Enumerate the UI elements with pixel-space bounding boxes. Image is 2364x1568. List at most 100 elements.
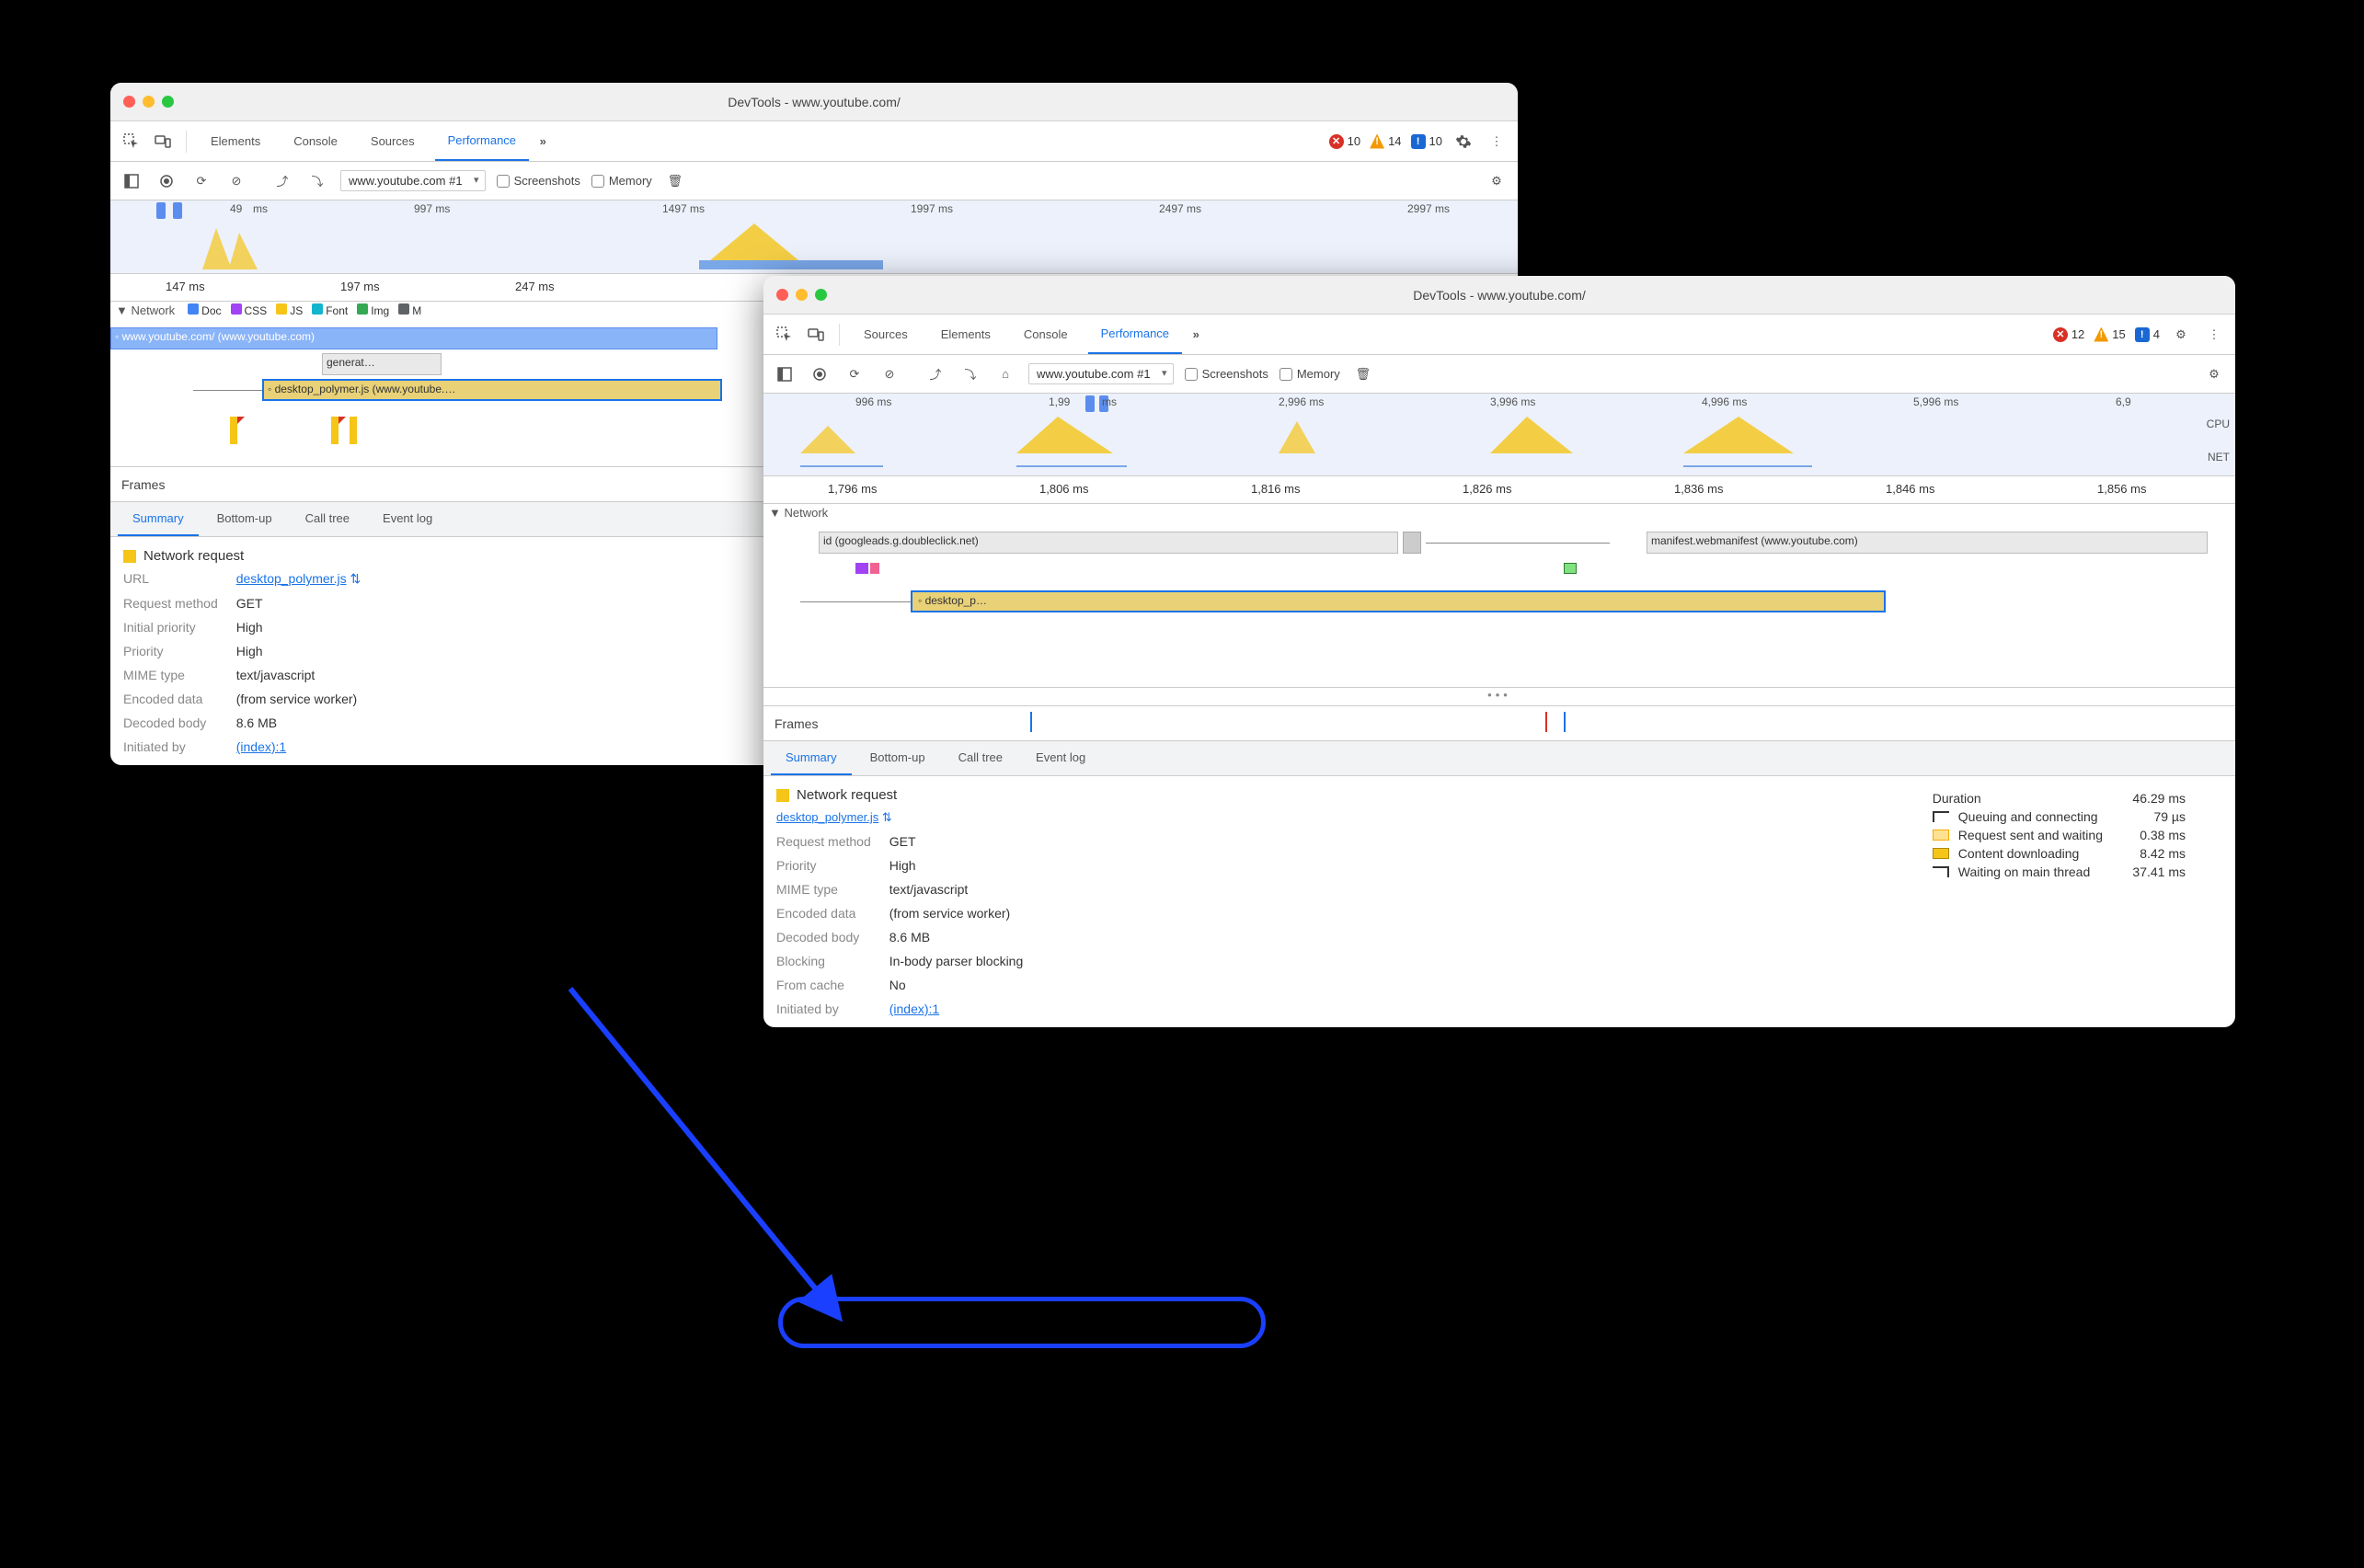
detail-title: Network request xyxy=(123,548,361,564)
request-bar-id[interactable]: id (googleads.g.doubleclick.net) xyxy=(819,532,1398,554)
dtab-summary[interactable]: Summary xyxy=(118,502,199,536)
range-handle-left[interactable] xyxy=(1085,395,1095,412)
trash-icon[interactable]: 🗑 xyxy=(1351,362,1375,386)
info-count[interactable]: !4 xyxy=(2135,327,2160,342)
inspect-icon[interactable] xyxy=(120,130,143,154)
window-title: DevTools - www.youtube.com/ xyxy=(110,95,1518,109)
request-bar-manifest[interactable]: manifest.webmanifest (www.youtube.com) xyxy=(1647,532,2208,554)
more-tabs-icon[interactable]: » xyxy=(1189,327,1199,341)
record-icon[interactable] xyxy=(808,362,832,386)
network-track[interactable]: ▼ Network id (googleads.g.doubleclick.ne… xyxy=(763,504,2235,688)
zoom-icon[interactable] xyxy=(815,289,827,301)
swap-icon[interactable]: ⇅ xyxy=(350,571,361,586)
kv-key: MIME type xyxy=(776,882,871,897)
url-link[interactable]: desktop_polymer.js xyxy=(236,571,347,586)
reload-icon[interactable]: ⟳ xyxy=(843,362,866,386)
kv-key: Blocking xyxy=(776,954,871,968)
frame-mark xyxy=(1545,712,1547,732)
url-link[interactable]: desktop_polymer.js xyxy=(776,810,878,824)
range-handle-left[interactable] xyxy=(156,202,166,219)
tick-label: 2997 ms xyxy=(1407,202,1450,215)
kebab-icon[interactable]: ⋮ xyxy=(2202,323,2226,347)
more-tabs-icon[interactable]: » xyxy=(536,134,546,148)
tab-elements[interactable]: Elements xyxy=(928,315,1004,354)
errors-count[interactable]: ✕10 xyxy=(1329,134,1360,149)
tab-console[interactable]: Console xyxy=(1011,315,1081,354)
warnings-count[interactable]: !15 xyxy=(2094,327,2125,342)
gear-icon[interactable]: ⚙ xyxy=(2169,323,2193,347)
frames-row[interactable]: Frames xyxy=(763,706,2235,741)
screenshots-checkbox[interactable]: Screenshots xyxy=(1185,367,1268,381)
clear-icon[interactable]: ⊘ xyxy=(878,362,901,386)
request-bar-polymer[interactable]: ◦ desktop_polymer.js (www.youtube.… xyxy=(262,379,722,401)
tab-sources[interactable]: Sources xyxy=(358,121,428,161)
gear-icon[interactable]: ⚙ xyxy=(2202,362,2226,386)
tab-sources[interactable]: Sources xyxy=(851,315,921,354)
download-icon[interactable]: ⤵ xyxy=(305,169,329,193)
collapsed-tracks[interactable]: ••• xyxy=(763,688,2235,706)
close-icon[interactable] xyxy=(123,96,135,108)
overview-timeline[interactable]: 49 ms 997 ms 1497 ms 1997 ms 2497 ms 299… xyxy=(110,200,1518,274)
errors-count[interactable]: ✕12 xyxy=(2053,327,2084,342)
close-icon[interactable] xyxy=(776,289,788,301)
gear-icon[interactable]: ⚙ xyxy=(1485,169,1509,193)
tab-elements[interactable]: Elements xyxy=(198,121,273,161)
memory-checkbox[interactable]: Memory xyxy=(1280,367,1340,381)
dtab-bottomup[interactable]: Bottom-up xyxy=(855,741,940,775)
network-header[interactable]: ▼ Network xyxy=(110,302,180,319)
device-icon[interactable] xyxy=(804,323,828,347)
upload-icon[interactable]: ⤴ xyxy=(270,169,294,193)
tab-performance[interactable]: Performance xyxy=(1088,315,1182,354)
toggle-dock-icon[interactable] xyxy=(120,169,143,193)
swap-icon[interactable]: ⇅ xyxy=(882,810,892,824)
kebab-icon[interactable]: ⋮ xyxy=(1485,130,1509,154)
request-bar-polymer[interactable]: ◦ desktop_p… xyxy=(911,590,1886,612)
time-ruler[interactable]: 1,796 ms 1,806 ms 1,816 ms 1,826 ms 1,83… xyxy=(763,476,2235,504)
detail-tabs: Summary Bottom-up Call tree Event log xyxy=(763,741,2235,776)
range-handle-right[interactable] xyxy=(173,202,182,219)
kv-value: text/javascript xyxy=(889,882,1024,897)
kv-value: High xyxy=(889,858,1024,873)
devtools-window-b: DevTools - www.youtube.com/ Sources Elem… xyxy=(763,276,2235,1027)
download-icon[interactable]: ⤵ xyxy=(958,362,982,386)
tab-performance[interactable]: Performance xyxy=(435,121,529,161)
dtab-eventlog[interactable]: Event log xyxy=(1021,741,1100,775)
toggle-dock-icon[interactable] xyxy=(773,362,797,386)
request-bar-main[interactable]: ◦ www.youtube.com/ (www.youtube.com) xyxy=(110,327,717,349)
overview-timeline[interactable]: 996 ms 1,99 ms 2,996 ms 3,996 ms 4,996 m… xyxy=(763,394,2235,476)
warnings-count[interactable]: !14 xyxy=(1370,134,1401,149)
recording-select[interactable]: www.youtube.com #1 xyxy=(340,170,486,191)
home-icon[interactable]: ⌂ xyxy=(993,362,1017,386)
timing-value: 8.42 ms xyxy=(2112,846,2186,861)
screenshots-checkbox[interactable]: Screenshots xyxy=(497,174,580,188)
dtab-summary[interactable]: Summary xyxy=(771,741,852,775)
initiator-link[interactable]: (index):1 xyxy=(889,1001,939,1016)
kv-key: From cache xyxy=(776,978,871,992)
network-header[interactable]: ▼ Network xyxy=(763,504,2235,521)
inspect-icon[interactable] xyxy=(773,323,797,347)
device-icon[interactable] xyxy=(151,130,175,154)
recording-select[interactable]: www.youtube.com #1 xyxy=(1028,363,1174,384)
clear-icon[interactable]: ⊘ xyxy=(224,169,248,193)
memory-checkbox[interactable]: Memory xyxy=(591,174,652,188)
info-count[interactable]: !10 xyxy=(1411,134,1442,149)
minimize-icon[interactable] xyxy=(143,96,155,108)
dtab-bottomup[interactable]: Bottom-up xyxy=(202,502,287,536)
whisker xyxy=(193,390,262,391)
zoom-icon[interactable] xyxy=(162,96,174,108)
timing-value: 79 µs xyxy=(2112,809,2186,824)
minimize-icon[interactable] xyxy=(796,289,808,301)
tab-console[interactable]: Console xyxy=(281,121,350,161)
request-bar-generat[interactable]: generat… xyxy=(322,353,442,375)
dtab-calltree[interactable]: Call tree xyxy=(944,741,1017,775)
initiator-link[interactable]: (index):1 xyxy=(236,739,286,754)
dtab-eventlog[interactable]: Event log xyxy=(368,502,447,536)
reload-icon[interactable]: ⟳ xyxy=(189,169,213,193)
tick-label: 5,996 ms xyxy=(1913,395,1958,408)
gear-icon[interactable] xyxy=(1452,130,1475,154)
tick-label: ms xyxy=(1102,395,1117,408)
upload-icon[interactable]: ⤴ xyxy=(924,362,947,386)
record-icon[interactable] xyxy=(155,169,178,193)
dtab-calltree[interactable]: Call tree xyxy=(291,502,364,536)
trash-icon[interactable]: 🗑 xyxy=(663,169,687,193)
